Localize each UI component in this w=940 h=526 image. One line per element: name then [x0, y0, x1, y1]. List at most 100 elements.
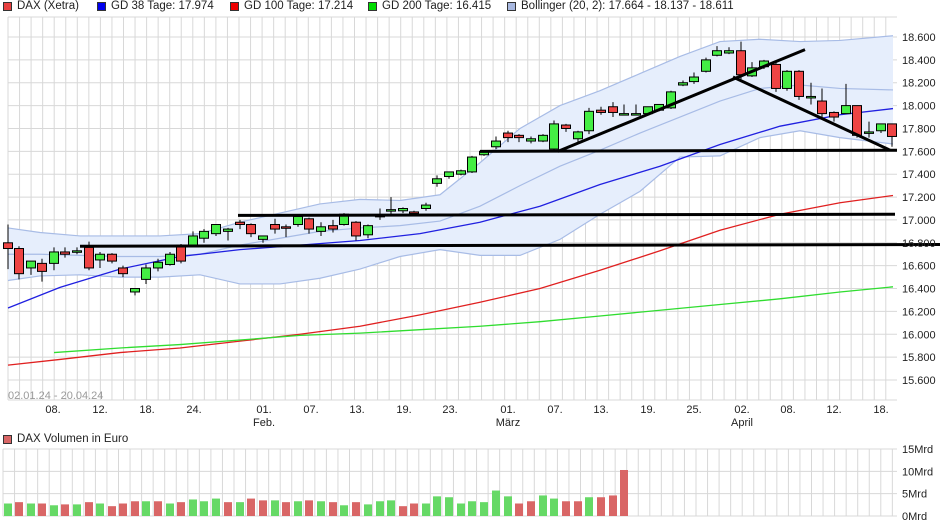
volume-bar [539, 495, 547, 516]
candle [130, 288, 140, 296]
candle [841, 83, 851, 115]
legend-item: Bollinger (20, 2): 17.664 - 18.137 - 18.… [507, 0, 734, 12]
candle [328, 219, 338, 233]
candle [165, 251, 175, 266]
volume-bar [399, 506, 407, 516]
legend-swatch-icon [368, 1, 377, 11]
price-axis-label: 17.200 [902, 192, 936, 204]
volume-bar [236, 502, 244, 516]
candle [561, 123, 571, 132]
legend-item: GD 100 Tage: 17.214 [230, 0, 353, 12]
candle [771, 62, 781, 92]
trendline [557, 48, 806, 153]
candle [270, 218, 280, 234]
volume-bar [468, 501, 476, 516]
candle [211, 224, 221, 236]
candle [456, 169, 466, 176]
candle [72, 247, 82, 255]
volume-bar [317, 501, 325, 516]
volume-bar [15, 502, 23, 516]
date-axis-label: 13. [349, 404, 364, 416]
price-axis-label: 16.600 [902, 261, 936, 273]
volume-bar [224, 502, 232, 516]
candle [118, 265, 128, 278]
candle [14, 246, 24, 280]
candle [782, 70, 792, 91]
date-axis-label: 01. [256, 404, 271, 416]
candle [95, 251, 105, 268]
price-axis-label: 18.000 [902, 101, 936, 113]
date-axis-label: 01. [500, 404, 515, 416]
volume-bar [492, 490, 500, 516]
candle [549, 120, 559, 151]
volume-bars [4, 469, 628, 516]
price-axis-label: 16.200 [902, 306, 936, 318]
candle [701, 57, 711, 73]
volume-bar [609, 495, 617, 516]
volume-bar [527, 501, 535, 516]
volume-bar [271, 500, 279, 516]
candle [806, 82, 816, 105]
volume-bar [73, 504, 81, 516]
date-axis-label: 18. [139, 404, 154, 416]
volume-axis-label: 10Mrd [902, 466, 933, 478]
trendline [237, 212, 896, 217]
price-axis-label: 16.400 [902, 284, 936, 296]
candle [526, 136, 536, 144]
volume-bar [294, 501, 302, 516]
price-axis-label: 17.000 [902, 215, 936, 227]
ma38-line [7, 107, 894, 309]
candle [363, 224, 373, 239]
volume-title-label: DAX Volumen in Euro [17, 433, 129, 445]
volume-bar [108, 506, 116, 516]
price-axis-label: 18.400 [902, 55, 936, 67]
price-axis-label: 15.800 [902, 352, 936, 364]
legend-swatch-icon [507, 1, 516, 11]
legend-item: DAX (Xetra) [3, 0, 79, 12]
candle [444, 171, 454, 179]
candle [631, 104, 641, 116]
legend-swatch-icon [97, 1, 106, 11]
legend-item: GD 38 Tage: 17.974 [97, 0, 214, 12]
volume-bar [364, 504, 372, 516]
candle [37, 258, 47, 282]
date-axis-label: 12. [92, 404, 107, 416]
date-axis-label: 18. [873, 404, 888, 416]
date-axis-label: 12. [826, 404, 841, 416]
volume-bar [177, 502, 185, 516]
volume-bar [329, 502, 337, 516]
volume-bar [504, 496, 512, 516]
volume-swatch-icon [3, 434, 12, 444]
volume-bar [154, 501, 162, 516]
candle [304, 217, 314, 234]
candle [3, 224, 13, 270]
volume-bar [620, 469, 628, 516]
candle [199, 229, 209, 243]
candle [467, 155, 477, 174]
price-axis-label: 17.600 [902, 146, 936, 158]
price-axis-label: 18.600 [902, 32, 936, 44]
volume-bar [96, 503, 104, 516]
volume-bar [340, 505, 348, 516]
price-axis-label: 16.000 [902, 329, 936, 341]
candle [491, 136, 501, 150]
volume-bar [189, 499, 197, 516]
volume-bar [61, 504, 69, 516]
legend-label: GD 100 Tage: 17.214 [244, 0, 354, 12]
month-axis-label: April [731, 417, 753, 429]
legend-label: Bollinger (20, 2): 17.664 - 18.137 - 18.… [521, 0, 734, 12]
candle [421, 202, 431, 211]
candle [351, 221, 361, 241]
bollinger-line [7, 35, 894, 237]
candle [817, 88, 827, 120]
volume-bar [142, 501, 150, 516]
volume-title: DAX Volumen in Euro [3, 433, 128, 445]
candle [876, 123, 886, 134]
volume-bar [200, 501, 208, 516]
candle [596, 106, 606, 115]
candle [246, 223, 256, 238]
volume-bar [457, 503, 465, 516]
volume-bar [247, 498, 255, 516]
legend-swatch-icon [3, 1, 12, 11]
